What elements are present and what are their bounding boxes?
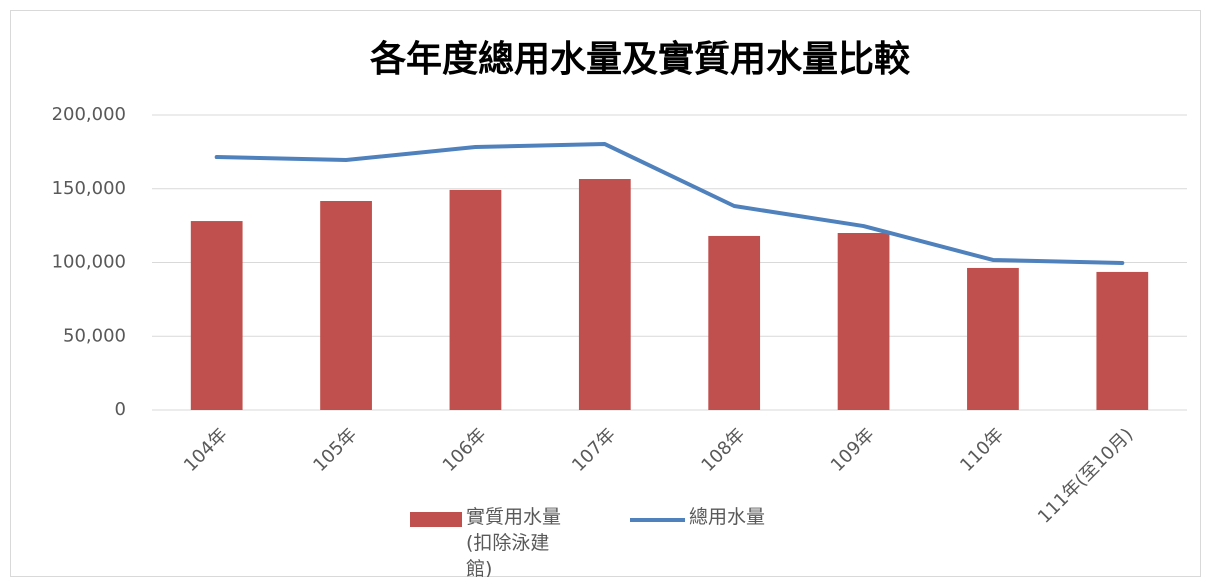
y-tick-label: 100,000 [52, 252, 126, 273]
bar [708, 235, 761, 410]
legend-swatch [630, 518, 685, 522]
chart-title: 各年度總用水量及實質用水量比較 [370, 38, 911, 80]
legend-label: 總用水量 [689, 506, 766, 528]
bar [578, 179, 631, 410]
bar [967, 267, 1019, 410]
y-tick-label: 150,000 [52, 178, 126, 199]
legend-label: 實質用水量(扣除泳建館) [466, 506, 562, 577]
bar [320, 200, 372, 410]
bar [1096, 271, 1149, 410]
line [214, 142, 1125, 265]
y-tick-label: 0 [115, 399, 126, 420]
bar [190, 221, 243, 410]
y-tick-label: 50,000 [63, 325, 126, 346]
y-tick-label: 200,000 [52, 104, 126, 125]
bar [449, 189, 502, 410]
legend-swatch [410, 512, 462, 527]
bar [837, 233, 890, 410]
